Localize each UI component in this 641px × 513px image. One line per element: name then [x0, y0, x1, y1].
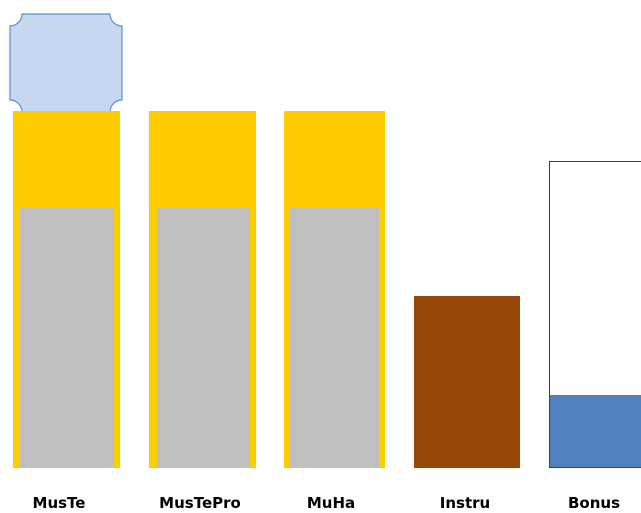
label-muste: MusTe — [32, 494, 86, 512]
label-mustepro: MusTePro — [159, 494, 241, 512]
musetepro-gray-block — [157, 208, 250, 468]
label-muha: MuHa — [306, 494, 356, 512]
musete-gray-block — [20, 208, 114, 468]
plaque-icon — [9, 13, 123, 113]
label-instru: Instru — [439, 494, 491, 512]
bonus-blue-block — [550, 395, 641, 467]
instru-brown-block — [414, 296, 520, 468]
bonus-outline-box — [549, 161, 641, 468]
muha-gray-block — [290, 208, 379, 468]
label-bonus: Bonus — [567, 494, 621, 512]
